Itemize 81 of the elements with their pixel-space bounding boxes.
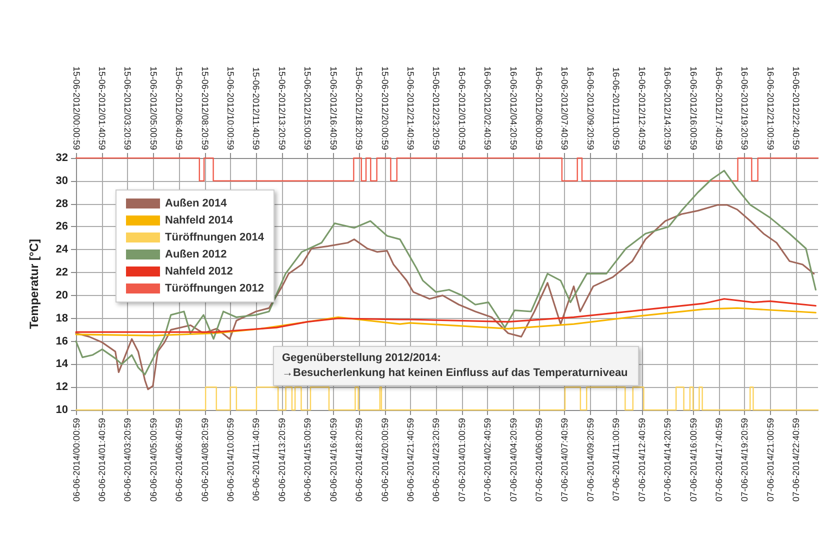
x2-tick-label: 16-06-2012/09:20:59 xyxy=(585,66,596,150)
x2-tick-label: 16-06-2012/01:00:59 xyxy=(456,66,467,150)
y-tick-label: 30 xyxy=(56,174,68,187)
x-tick-label: 07-06-2014/16:00:59 xyxy=(688,418,698,502)
x-tick-label: 06-06-2014/06:40:59 xyxy=(174,418,184,502)
x-tick-label: 06-06-2014/13:20:59 xyxy=(276,418,287,502)
x-tick-label: 07-06-2014/02:40:59 xyxy=(482,418,493,502)
legend-label: Nahfeld 2012 xyxy=(165,266,233,278)
x-tick-label: 06-06-2014/15:00:59 xyxy=(302,418,313,502)
x2-tick-label: 16-06-2012/02:40:59 xyxy=(482,66,493,150)
x-tick-label: 07-06-2014/11:00:59 xyxy=(611,418,622,501)
x2-tick-label: 15-06-2012/10:00:59 xyxy=(226,66,236,150)
x2-tick-label: 16-06-2012/22:40:59 xyxy=(791,66,802,150)
y-tick-label: 22 xyxy=(56,266,68,279)
x-tick-label: 06-06-2014/01:40:59 xyxy=(96,418,107,502)
annotation: →Besucherlenkung hat keinen Einfluss auf das Temperaturniveau xyxy=(282,366,628,381)
y-tick-label: 16 xyxy=(56,335,68,348)
x2-tick-label: 16-06-2012/19:20:59 xyxy=(740,66,750,150)
legend-label: Türöffnungen 2014 xyxy=(165,232,265,244)
x2-tick-label: 15-06-2012/21:40:59 xyxy=(405,66,416,150)
legend-label: Außen 2014 xyxy=(165,198,228,210)
x2-tick-label: 15-06-2012/23:20:59 xyxy=(431,66,442,150)
x-tick-label: 07-06-2014/22:40:59 xyxy=(791,418,802,502)
y-tick-label: 32 xyxy=(56,152,68,164)
line-series xyxy=(75,307,816,336)
x-tick-label: 06-06-2014/11:40:59 xyxy=(251,418,262,501)
x-tick-label: 06-06-2014/23:20:59 xyxy=(431,418,442,502)
x-tick-label: 07-06-2014/21:00:59 xyxy=(765,418,776,502)
x2-tick-label: 15-06-2012/01:40:59 xyxy=(96,66,107,150)
x-tick-label: 06-06-2014/18:20:59 xyxy=(354,418,364,502)
y-tick-label: 20 xyxy=(56,289,68,302)
x2-tick-label: 16-06-2012/12:40:59 xyxy=(636,66,647,150)
legend-label: Außen 2012 xyxy=(165,248,227,260)
note-box: Gegenüberstellung 2012/2014: →Besucherlenkung hat keinen Einfluss auf das Temperaturniveau xyxy=(273,346,639,386)
x-tick-label: 07-06-2014/07:40:59 xyxy=(560,418,570,502)
x2-tick-label: 16-06-2012/21:00:59 xyxy=(765,66,776,150)
x-tick-label: 06-06-2014/05:00:59 xyxy=(148,418,158,502)
x-tick-label: 06-06-2014/16:40:59 xyxy=(328,418,338,502)
x2-tick-label: 15-06-2012/15:00:59 xyxy=(302,66,313,150)
x-tick-label: 06-06-2014/03:20:59 xyxy=(122,418,133,502)
x-tick-label: 06-06-2014/20:00:59 xyxy=(380,418,390,502)
x2-tick-label: 16-06-2012/16:00:59 xyxy=(688,66,698,150)
x2-tick-label: 16-06-2012/17:40:59 xyxy=(714,66,724,150)
y-tick-label: 10 xyxy=(56,404,68,416)
x-tick-label: 06-06-2014/21:40:59 xyxy=(405,418,416,502)
x-tick-label: 07-06-2014/06:00:59 xyxy=(534,418,544,502)
x2-tick-label: 15-06-2012/06:40:59 xyxy=(174,66,184,150)
x2-tick-label: 15-06-2012/00:00:59 xyxy=(71,66,82,150)
x2-tick-label: 15-06-2012/03:20:59 xyxy=(122,66,133,150)
x2-tick-label: 16-06-2012/14:20:59 xyxy=(662,66,673,150)
x2-tick-label: 16-06-2012/07:40:59 xyxy=(560,66,570,150)
y-tick-label: 18 xyxy=(56,312,68,324)
x2-tick-label: 15-06-2012/08:20:59 xyxy=(200,66,210,150)
x-tick-label: 07-06-2014/17:40:59 xyxy=(714,418,724,502)
x2-tick-label: 15-06-2012/05:00:59 xyxy=(148,66,158,150)
x2-tick-label: 15-06-2012/13:20:59 xyxy=(276,66,287,150)
y-axis-title: Temperatur [°C] xyxy=(27,239,41,329)
x2-tick-label: 15-06-2012/20:00:59 xyxy=(380,66,390,150)
annotation: Gegenüberstellung 2012/2014: xyxy=(282,351,442,366)
x2-tick-label: 16-06-2012/06:00:59 xyxy=(534,66,544,150)
y-tick-label: 12 xyxy=(56,381,68,394)
x-tick-label: 06-06-2014/00:00:59 xyxy=(71,418,82,502)
legend-label: Türöffnungen 2012 xyxy=(165,282,264,294)
x-tick-label: 06-06-2014/10:00:59 xyxy=(226,418,236,502)
legend-label: Nahfeld 2014 xyxy=(165,214,234,226)
x-tick-label: 07-06-2014/12:40:59 xyxy=(636,418,647,502)
x-tick-label: 07-06-2014/19:20:59 xyxy=(740,418,750,502)
x-tick-label: 07-06-2014/04:20:59 xyxy=(508,418,518,502)
x-tick-label: 07-06-2014/09:20:59 xyxy=(585,418,596,502)
x-tick-label: 07-06-2014/14:20:59 xyxy=(662,418,673,502)
y-tick-label: 14 xyxy=(56,358,69,370)
y-tick-label: 24 xyxy=(56,244,69,256)
x-tick-label: 07-06-2014/01:00:59 xyxy=(456,418,467,502)
x2-tick-label: 15-06-2012/11:40:59 xyxy=(251,67,262,150)
y-tick-label: 26 xyxy=(56,220,68,233)
x-tick-label: 06-06-2014/08:20:59 xyxy=(200,418,210,502)
x2-tick-label: 16-06-2012/11:00:59 xyxy=(611,67,622,150)
x2-tick-label: 16-06-2012/04:20:59 xyxy=(508,66,518,150)
y-tick-label: 28 xyxy=(56,198,68,210)
x2-tick-label: 15-06-2012/16:40:59 xyxy=(328,66,338,150)
x2-tick-label: 15-06-2012/18:20:59 xyxy=(354,66,364,150)
